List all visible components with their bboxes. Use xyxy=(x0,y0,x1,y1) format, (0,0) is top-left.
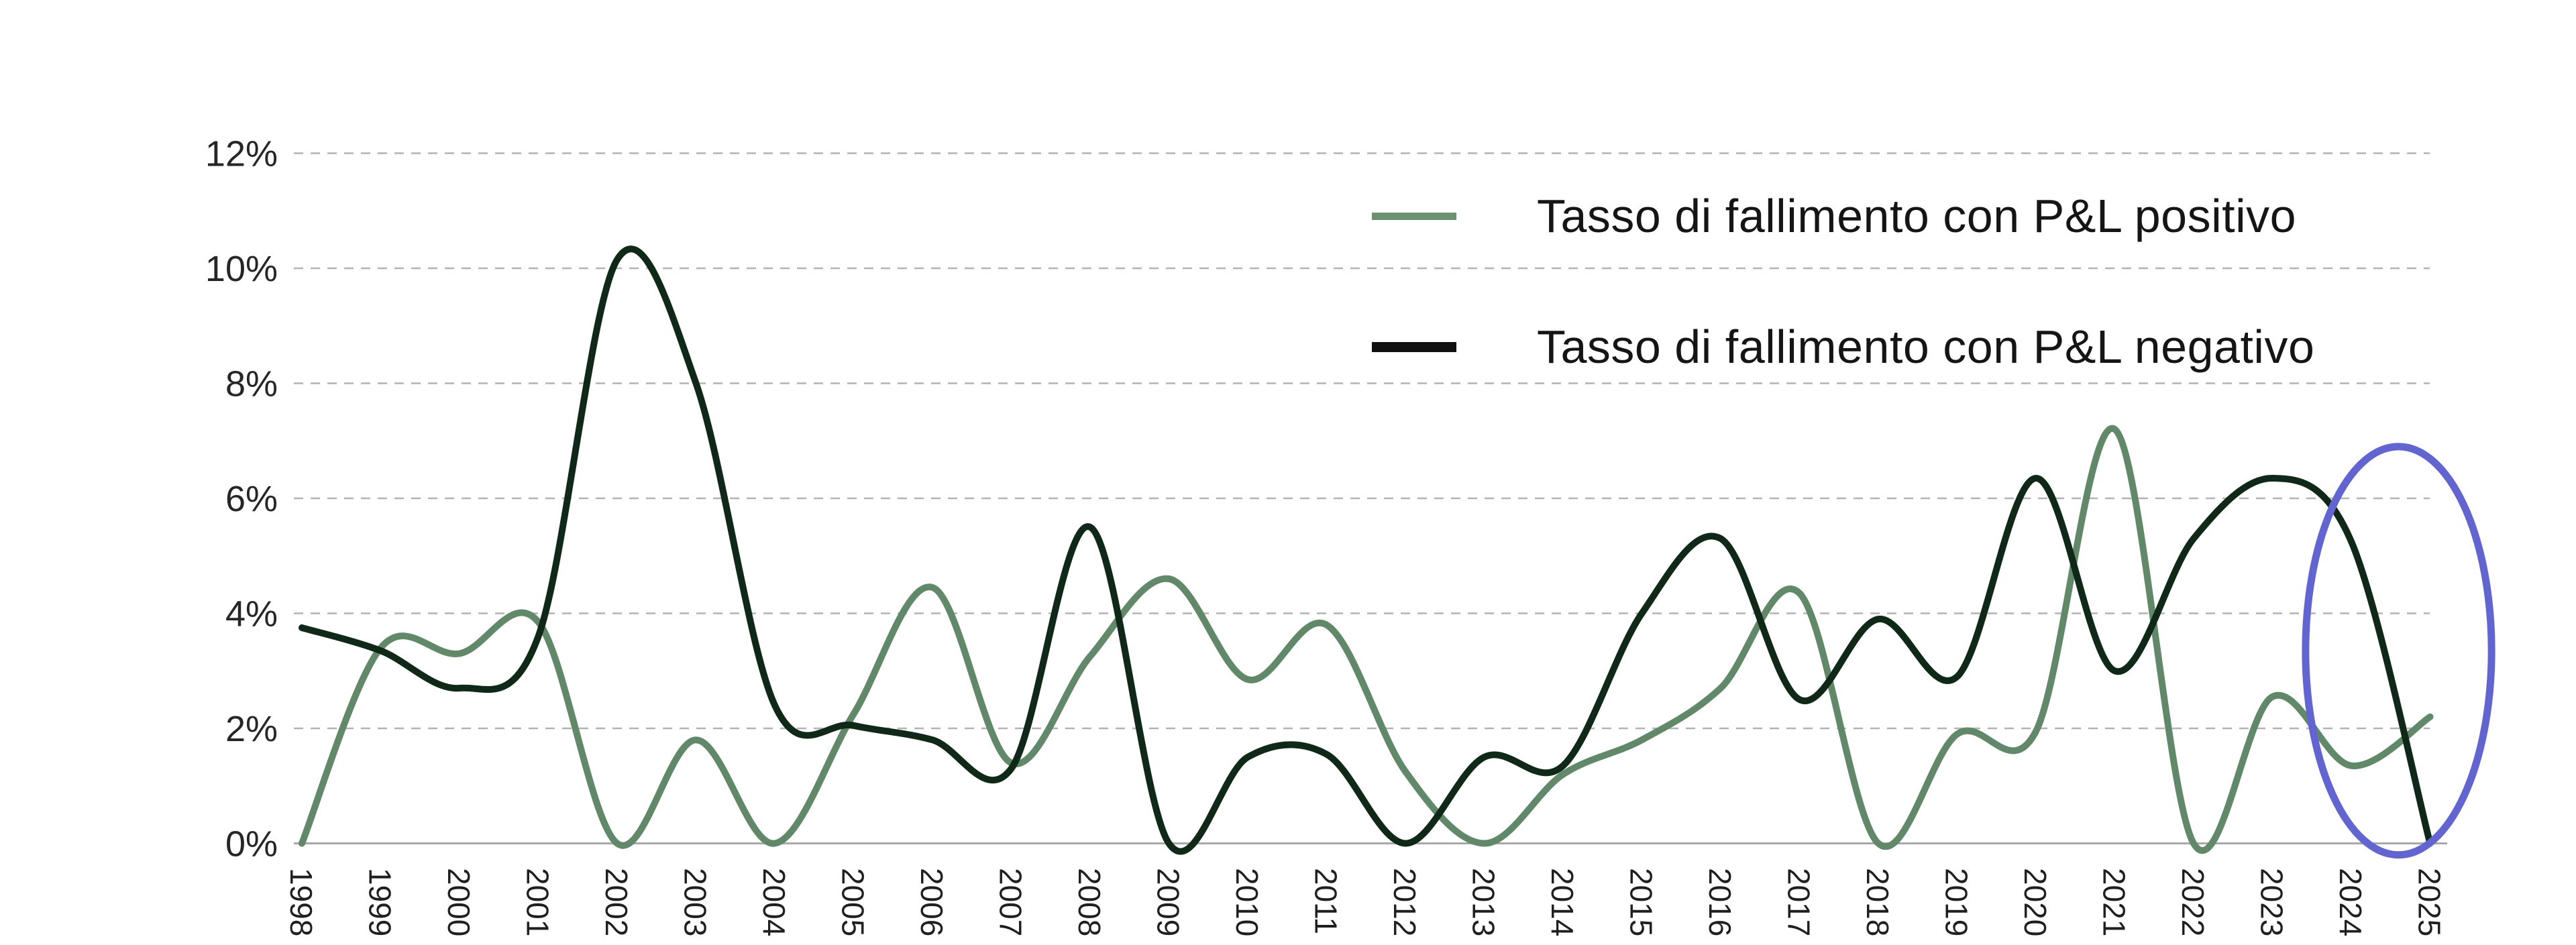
y-axis-tick-label: 0% xyxy=(225,824,278,865)
x-axis-tick-label-2002: 2002 xyxy=(599,868,634,936)
y-axis-tick-label: 8% xyxy=(225,364,278,404)
x-axis-tick-label-2000: 2000 xyxy=(441,868,476,936)
x-axis-tick-label-1999: 1999 xyxy=(363,868,398,936)
x-axis-tick-label-2014: 2014 xyxy=(1545,868,1580,936)
y-axis-tick-label: 10% xyxy=(205,249,278,289)
x-axis-tick-label-2008: 2008 xyxy=(1072,868,1107,936)
x-axis-tick-label-1998: 1998 xyxy=(284,868,319,936)
highlight-ellipse-annotation xyxy=(2302,443,2496,859)
x-axis-tick-label-2023: 2023 xyxy=(2255,868,2290,936)
x-axis-tick-label-2005: 2005 xyxy=(836,868,871,936)
x-axis-tick-label-2020: 2020 xyxy=(2018,868,2053,936)
x-axis-tick-label-2016: 2016 xyxy=(1703,868,1737,936)
x-axis-tick-label-2006: 2006 xyxy=(914,868,949,936)
x-axis-tick-label-2012: 2012 xyxy=(1387,868,1422,936)
y-axis-tick-label: 12% xyxy=(205,134,278,174)
x-axis-tick-label-2013: 2013 xyxy=(1466,868,1501,936)
x-axis-tick-label-2017: 2017 xyxy=(1782,868,1817,936)
x-axis-tick-label-2004: 2004 xyxy=(757,868,792,936)
x-axis-tick-label-2021: 2021 xyxy=(2097,868,2132,936)
series-line-negativo xyxy=(299,245,2434,855)
x-axis-tick-label-2009: 2009 xyxy=(1151,868,1186,936)
x-axis-tick-label-2022: 2022 xyxy=(2176,868,2210,936)
x-axis-tick-label-2011: 2011 xyxy=(1309,868,1344,934)
x-axis-tick-label-2025: 2025 xyxy=(2412,868,2447,936)
x-axis-tick-label-2010: 2010 xyxy=(1230,868,1265,936)
y-axis-tick-label: 4% xyxy=(225,594,278,634)
y-axis-tick-label: 2% xyxy=(225,709,278,749)
x-axis-tick-label-2019: 2019 xyxy=(1939,868,1974,936)
x-axis-tick-label-2007: 2007 xyxy=(994,868,1028,936)
x-axis-tick-label-2018: 2018 xyxy=(1860,868,1895,936)
y-axis-tick-label: 6% xyxy=(225,479,278,519)
series-line-positivo xyxy=(299,425,2434,854)
x-axis-tick-label-2003: 2003 xyxy=(678,868,713,936)
x-axis-tick-label-2015: 2015 xyxy=(1624,868,1659,936)
x-axis-tick-label-2024: 2024 xyxy=(2333,868,2368,936)
x-axis-tick-label-2001: 2001 xyxy=(521,868,555,936)
